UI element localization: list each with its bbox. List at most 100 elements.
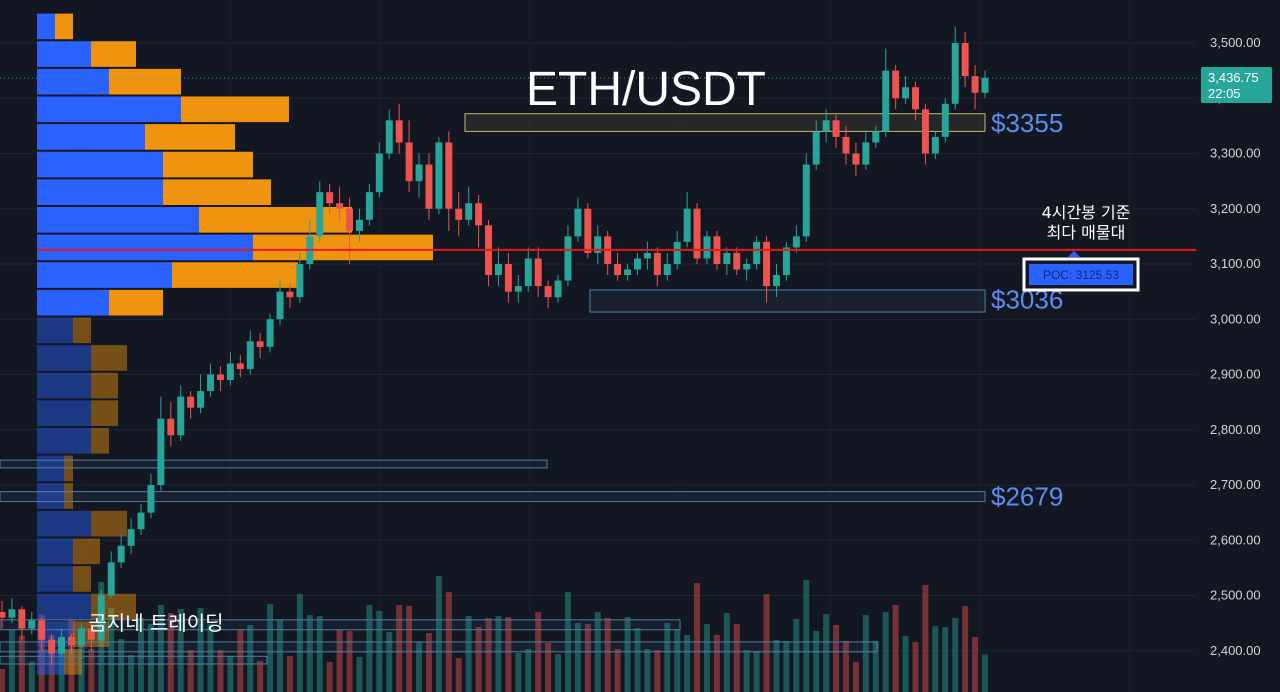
profile-sell-bar [181, 96, 289, 123]
candle-body [18, 609, 26, 629]
profile-sell-bar [163, 179, 271, 205]
price-tick-label: 2,700.00 [1210, 477, 1261, 492]
profile-buy-bar [37, 96, 181, 123]
volume-bars [0, 576, 988, 692]
volume-bar [406, 606, 413, 692]
volume-bar [584, 624, 591, 692]
candle-body [921, 109, 929, 154]
volume-bar [823, 614, 830, 692]
candle-body [395, 120, 403, 143]
candle-body [693, 208, 701, 259]
volume-bar [793, 619, 800, 692]
candle-body [792, 236, 800, 248]
volume-bar [654, 650, 661, 692]
volume-bar [167, 613, 174, 692]
candle-body [544, 286, 552, 298]
candle-body [455, 208, 463, 220]
candle-body [187, 396, 195, 408]
candle-body [614, 264, 622, 276]
candle-body [38, 620, 46, 640]
price-tick-label: 3,300.00 [1210, 146, 1261, 161]
candle-body [892, 70, 900, 99]
volume-bar [386, 632, 393, 692]
candle-body [723, 252, 731, 264]
candle-body [872, 131, 880, 143]
volume-bar [862, 615, 869, 692]
profile-buy-bar [37, 206, 199, 233]
volume-bar [704, 624, 710, 692]
support-resistance-zone [0, 641, 878, 653]
candle-body [365, 192, 373, 220]
volume-bar [525, 649, 532, 692]
candle-body [763, 241, 771, 287]
candle-body [0, 612, 6, 618]
volume-bar [465, 616, 472, 692]
volume-bar [28, 661, 35, 692]
volume-bar [267, 604, 274, 692]
volume-bar [574, 623, 581, 692]
volume-bar [763, 594, 770, 692]
candle-body [753, 241, 761, 264]
candle-body [971, 76, 979, 93]
volume-bar [624, 617, 631, 692]
volume-bar [78, 628, 85, 692]
watermark: 곰지네 트레이딩 [88, 611, 223, 635]
volume-profile [37, 13, 433, 675]
volume-bar [723, 613, 730, 692]
candle-body [87, 628, 95, 640]
volume-bar [396, 605, 403, 692]
profile-buy-bar [37, 179, 163, 205]
volume-bar [922, 585, 929, 692]
volume-bar [197, 608, 204, 692]
profile-buy-bar [37, 483, 64, 509]
level-label: $2679 [991, 482, 1063, 512]
candle-body [465, 203, 473, 220]
volume-bar [187, 650, 194, 692]
volume-bar [982, 654, 988, 692]
candle-body [574, 208, 582, 237]
profile-sell-bar [73, 538, 100, 565]
volume-bar [674, 629, 681, 692]
volume-bar [118, 639, 125, 692]
candle-body [782, 247, 790, 276]
candle-body [683, 208, 691, 242]
profile-sell-bar [109, 68, 181, 95]
candle-body [981, 77, 989, 93]
volume-bar [475, 627, 482, 692]
volume-bar [237, 629, 244, 692]
candle-body [802, 164, 810, 237]
volume-bar [495, 616, 502, 692]
volume-bar [108, 608, 115, 692]
candle-body [167, 418, 175, 436]
candle-body [266, 319, 274, 347]
profile-buy-bar [37, 427, 91, 454]
candle-body [961, 43, 969, 77]
volume-bar [912, 642, 919, 692]
volume-bar [247, 625, 254, 692]
price-tick-label: 2,500.00 [1210, 588, 1261, 603]
volume-bar [902, 636, 909, 692]
volume-bar [306, 615, 313, 692]
candle-body [624, 269, 632, 276]
support-resistance-zone [0, 655, 268, 665]
support-resistance-zone [0, 491, 986, 503]
volume-bar [8, 629, 15, 692]
profile-buy-bar [37, 455, 64, 482]
volume-bar [138, 618, 144, 692]
candle-body [733, 252, 741, 270]
support-resistance-zone [0, 459, 548, 469]
volume-bar [147, 624, 154, 692]
candle-body [504, 264, 512, 292]
volume-bar [435, 576, 442, 692]
profile-buy-bar [37, 400, 91, 426]
price-tick-label: 3,000.00 [1210, 311, 1261, 326]
volume-bar [733, 624, 740, 692]
candle-body [554, 280, 562, 298]
price-lines [0, 77, 1200, 251]
profile-sell-bar [55, 13, 73, 40]
price-tick-label: 2,400.00 [1210, 643, 1261, 658]
candle-body [425, 164, 433, 209]
candle-body [326, 192, 334, 204]
price-tick-label: 3,500.00 [1210, 35, 1261, 50]
